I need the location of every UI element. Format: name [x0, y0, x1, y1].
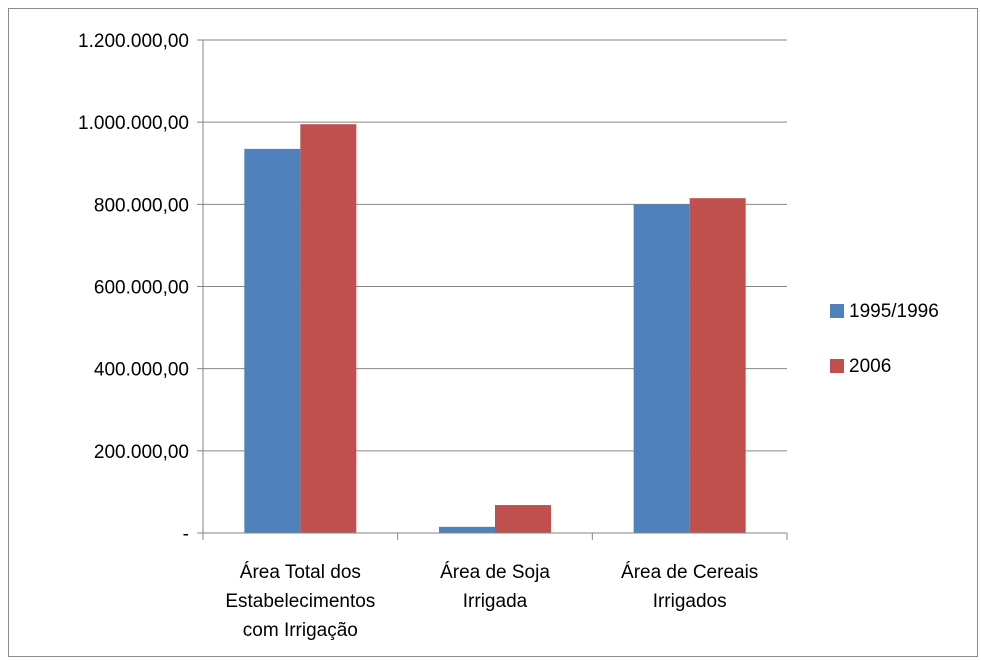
bar-1995-1996-0 — [244, 148, 301, 533]
bar-2006-2 — [689, 198, 746, 533]
legend: 1995/1996 2006 — [830, 301, 939, 377]
y-tick-label: 400.000,00 — [94, 360, 189, 381]
category-label: Área de Soja — [440, 562, 550, 583]
bar-1995-1996-2 — [633, 204, 690, 534]
bar-2006-1 — [495, 505, 551, 533]
category-label: Estabelecimentos — [225, 591, 375, 612]
category-label: Irrigada — [463, 591, 528, 612]
category-label: Área Total dos — [240, 562, 361, 583]
chart-frame — [8, 8, 978, 657]
y-tick-label: 800.000,00 — [94, 195, 189, 216]
y-tick-label: - — [183, 524, 189, 545]
bars — [244, 124, 746, 534]
y-tick-labels: - 200.000,00 400.000,00 600.000,00 800.000,0… — [78, 31, 189, 545]
y-tick-label: 1.200.000,00 — [78, 31, 189, 52]
bar-1995-1996-1 — [439, 526, 495, 533]
legend-label: 1995/1996 — [849, 301, 939, 322]
legend-label: 2006 — [849, 356, 891, 377]
category-label: Área de Cereais — [621, 562, 758, 583]
y-tick-label: 1.000.000,00 — [78, 113, 189, 134]
axes — [197, 39, 788, 540]
bar-2006-0 — [300, 124, 357, 534]
y-tick-label: 200.000,00 — [94, 442, 189, 463]
category-label: Irrigados — [653, 591, 727, 612]
legend-swatch — [830, 359, 844, 373]
category-labels: Área Total dos Estabelecimentos com Irriga… — [225, 562, 758, 641]
category-label: com Irrigação — [243, 620, 358, 641]
y-tick-label: 600.000,00 — [94, 278, 189, 299]
legend-swatch — [830, 304, 844, 318]
